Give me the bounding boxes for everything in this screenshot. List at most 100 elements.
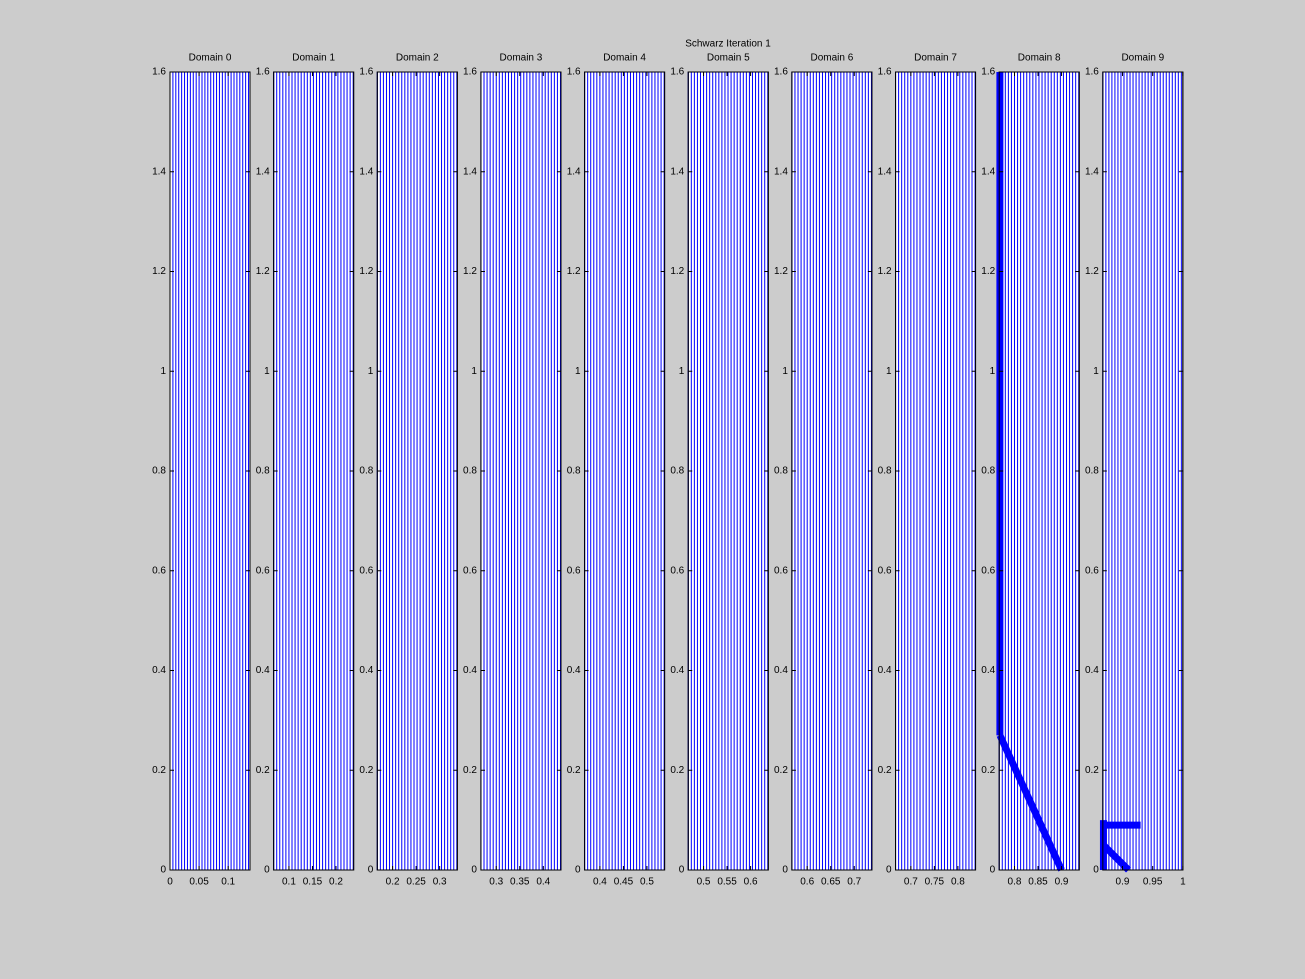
y-tick-label: 1 <box>575 366 581 377</box>
axes-title: Domain 5 <box>707 53 750 64</box>
x-tick-label: 0.45 <box>614 877 634 888</box>
x-tick-label: 0.35 <box>510 877 530 888</box>
y-tick-label: 1 <box>471 366 477 377</box>
y-tick-label: 0.6 <box>463 565 477 576</box>
axes: Domain 6 0 0.2 0.4 0.6 0.8 1 1.2 1.4 1.6 0.6 0.65 0.… <box>774 53 873 888</box>
y-tick-label: 1.6 <box>981 67 995 78</box>
y-tick-label: 1.2 <box>256 266 270 277</box>
y-tick-label: 0 <box>264 865 270 876</box>
axes-title: Domain 8 <box>1018 53 1061 64</box>
y-tick-label: 0.6 <box>670 565 684 576</box>
y-tick-label: 1.2 <box>1085 266 1099 277</box>
x-tick-label: 0.25 <box>406 877 426 888</box>
x-tick-label: 0.8 <box>951 877 965 888</box>
y-tick-label: 0.8 <box>567 466 581 477</box>
y-tick-label: 1.6 <box>567 67 581 78</box>
y-tick-label: 0.6 <box>152 565 166 576</box>
axes: Domain 1 0 0.2 0.4 0.6 0.8 1 1.2 1.4 1.6 0.1 0.15 0.… <box>256 53 355 888</box>
y-tick-label: 0.2 <box>670 765 684 776</box>
curve <box>996 733 1065 872</box>
y-tick-label: 0 <box>575 865 581 876</box>
y-tick-label: 1.2 <box>774 266 788 277</box>
x-tick-label: 0.85 <box>1028 877 1048 888</box>
y-tick-label: 0.4 <box>774 665 788 676</box>
y-tick-label: 1 <box>990 366 996 377</box>
y-tick-label: 0.8 <box>152 466 166 477</box>
y-tick-label: 0 <box>471 865 477 876</box>
y-tick-label: 0.8 <box>359 466 373 477</box>
y-tick-label: 1.2 <box>878 266 892 277</box>
y-tick-label: 1.2 <box>567 266 581 277</box>
y-tick-label: 0.2 <box>256 765 270 776</box>
y-tick-label: 1.6 <box>878 67 892 78</box>
x-tick-label: 0 <box>167 877 173 888</box>
y-tick-label: 1.6 <box>463 67 477 78</box>
y-tick-label: 0.6 <box>1085 565 1099 576</box>
y-tick-label: 1.4 <box>463 166 477 177</box>
y-tick-label: 0.2 <box>567 765 581 776</box>
y-tick-label: 0 <box>886 865 892 876</box>
y-tick-label: 0.4 <box>567 665 581 676</box>
y-tick-label: 0.8 <box>878 466 892 477</box>
y-tick-label: 0.2 <box>359 765 373 776</box>
x-tick-label: 0.3 <box>489 877 503 888</box>
y-tick-label: 1.4 <box>878 166 892 177</box>
y-tick-label: 1.6 <box>152 67 166 78</box>
y-tick-label: 1.4 <box>981 166 995 177</box>
y-tick-label: 1 <box>679 366 685 377</box>
y-tick-label: 1 <box>1093 366 1099 377</box>
x-tick-label: 0.75 <box>925 877 945 888</box>
axes: Domain 5 0 0.2 0.4 0.6 0.8 1 1.2 1.4 1.6 0.5 0.55 0.… <box>670 53 769 888</box>
y-tick-label: 0.6 <box>878 565 892 576</box>
y-tick-label: 1 <box>782 366 788 377</box>
x-tick-label: 0.55 <box>717 877 737 888</box>
y-tick-label: 1.6 <box>1085 67 1099 78</box>
y-tick-label: 1.2 <box>359 266 373 277</box>
x-tick-label: 0.1 <box>221 877 235 888</box>
x-tick-label: 0.4 <box>593 877 607 888</box>
axes: Domain 9 0 0.2 0.4 0.6 0.8 1 1.2 1.4 1.6 0.9 0.95 1 <box>1085 53 1186 888</box>
y-tick-label: 1.4 <box>567 166 581 177</box>
y-tick-label: 0.6 <box>981 565 995 576</box>
curve <box>1100 842 1131 873</box>
y-tick-label: 1.6 <box>256 67 270 78</box>
x-tick-label: 1 <box>1180 877 1186 888</box>
y-tick-label: 0.8 <box>256 466 270 477</box>
axes-title: Domain 1 <box>292 53 335 64</box>
y-tick-label: 1.4 <box>359 166 373 177</box>
x-tick-label: 0.6 <box>800 877 814 888</box>
y-tick-label: 0.6 <box>359 565 373 576</box>
x-tick-label: 0.9 <box>1055 877 1069 888</box>
x-tick-label: 0.95 <box>1143 877 1163 888</box>
y-tick-label: 0.4 <box>670 665 684 676</box>
y-tick-label: 0.4 <box>359 665 373 676</box>
y-tick-label: 0.2 <box>878 765 892 776</box>
y-tick-label: 0 <box>160 865 166 876</box>
y-tick-label: 0.4 <box>981 665 995 676</box>
y-tick-label: 1.2 <box>981 266 995 277</box>
y-tick-label: 1.2 <box>670 266 684 277</box>
axes-title: Domain 6 <box>810 53 853 64</box>
x-tick-label: 0.2 <box>329 877 343 888</box>
y-tick-label: 0.4 <box>463 665 477 676</box>
y-tick-label: 0.6 <box>256 565 270 576</box>
y-tick-label: 0.2 <box>1085 765 1099 776</box>
x-tick-label: 0.7 <box>847 877 861 888</box>
y-tick-label: 0 <box>368 865 374 876</box>
x-tick-label: 0.6 <box>744 877 758 888</box>
y-tick-label: 0 <box>1093 865 1099 876</box>
x-tick-label: 0.15 <box>303 877 323 888</box>
x-tick-label: 0.4 <box>536 877 550 888</box>
axes-title: Domain 2 <box>396 53 439 64</box>
y-tick-label: 0.4 <box>256 665 270 676</box>
x-tick-label: 0.65 <box>821 877 841 888</box>
x-tick-label: 0.1 <box>282 877 296 888</box>
y-tick-label: 1.6 <box>359 67 373 78</box>
axes-title: Domain 3 <box>500 53 543 64</box>
y-tick-label: 0.4 <box>152 665 166 676</box>
y-tick-label: 1 <box>368 366 374 377</box>
axes: Domain 4 0 0.2 0.4 0.6 0.8 1 1.2 1.4 1.6 0.4 0.45 0.… <box>567 53 666 888</box>
axes-title: Domain 4 <box>603 53 646 64</box>
x-tick-label: 0.7 <box>904 877 918 888</box>
